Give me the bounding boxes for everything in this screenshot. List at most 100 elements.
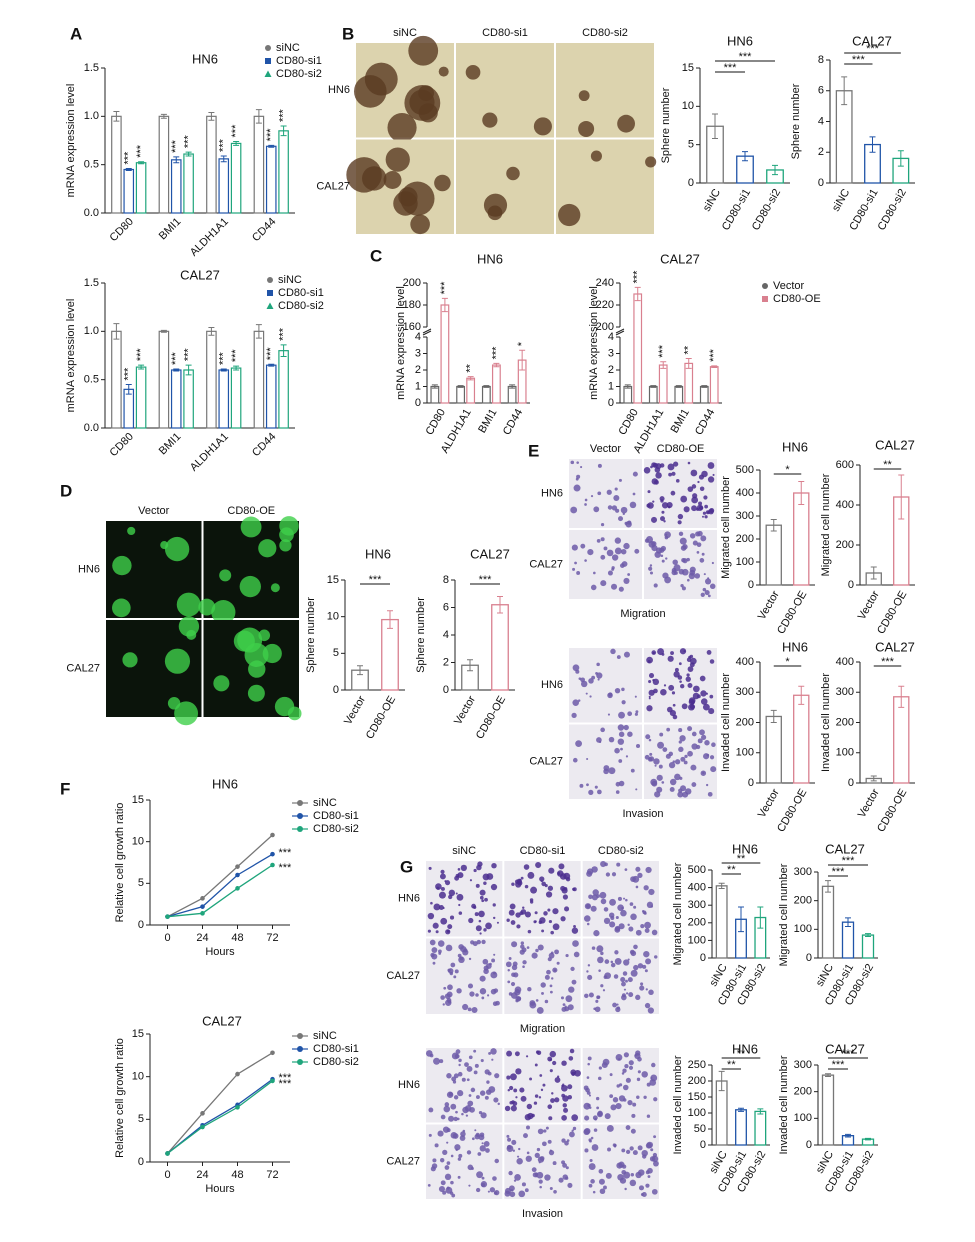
cell-blob: [707, 594, 711, 598]
error-bar: [742, 151, 748, 162]
cell-blob: [512, 1101, 518, 1106]
cell-blob: [449, 915, 455, 920]
cell-blob: [531, 952, 538, 959]
x-tick-label: 24: [196, 932, 208, 944]
cell-blob: [458, 1063, 461, 1067]
cell-blob: [597, 956, 604, 964]
y-tick-label: 1.0: [84, 325, 99, 337]
cell-blob: [435, 883, 442, 890]
cell-blob: [607, 505, 613, 510]
y-tick-label: 180: [403, 299, 421, 311]
cell-blob: [262, 643, 282, 664]
cell-blob: [481, 1183, 486, 1188]
y-tick-label: 300: [836, 686, 854, 698]
cell-blob: [524, 1188, 529, 1193]
cell-blob: [647, 757, 653, 762]
cell-blob: [650, 778, 658, 786]
cell-blob: [675, 479, 680, 483]
cell-blob: [678, 531, 684, 537]
cell-blob: [698, 505, 704, 511]
bar: [183, 369, 194, 429]
cell-blob: [510, 1189, 514, 1192]
cell-blob: [509, 903, 516, 910]
cell-blob: [711, 742, 716, 747]
y-tick-label: 240: [596, 277, 614, 289]
cell-blob: [572, 757, 578, 763]
x-tick-label: CD80-si2: [876, 187, 909, 233]
cell-blob: [515, 912, 521, 918]
cell-blob: [590, 495, 594, 498]
cell-blob: [584, 1127, 591, 1135]
cell-blob: [560, 885, 566, 892]
y-tick-label: 50: [694, 1123, 706, 1135]
cell-blob: [625, 521, 632, 528]
cell-blob: [636, 1095, 640, 1099]
cell-blob: [467, 1007, 472, 1012]
cell-blob: [667, 505, 671, 509]
y-axis-label: Invaded cell number: [720, 673, 732, 772]
bar: [861, 934, 875, 959]
cell-blob: [544, 999, 549, 1004]
cell-blob: [625, 898, 628, 902]
cell-blob: [618, 731, 625, 738]
cell-blob: [491, 862, 497, 869]
cell-blob: [507, 1137, 511, 1142]
error-bar: [483, 385, 490, 388]
chart-title: HN6: [732, 1041, 758, 1056]
significance: ***: [230, 349, 242, 363]
cell-blob: [683, 506, 690, 513]
y-axis-label: Migrated cell number: [720, 476, 732, 579]
cell-blob: [440, 1114, 446, 1120]
error-bar: [711, 365, 718, 369]
cell-blob: [672, 703, 676, 707]
cell-blob: [591, 946, 596, 950]
cell-blob: [586, 868, 594, 875]
cell-blob: [632, 1102, 637, 1107]
cell-blob: [508, 1170, 513, 1176]
cell-blob: [588, 894, 593, 900]
cell-blob: [619, 1083, 623, 1087]
cell-blob: [584, 915, 591, 922]
cell-blob: [635, 994, 641, 1000]
y-axis-label: Migrated cell number: [672, 862, 684, 965]
cell-blob: [623, 651, 630, 658]
cell-blob: [519, 1087, 525, 1093]
cell-blob: [551, 1092, 554, 1095]
cell-blob: [680, 756, 686, 762]
cell-blob: [586, 922, 590, 926]
error-bar: [220, 368, 227, 372]
cell-blob: [481, 939, 486, 945]
series-line: [167, 834, 273, 918]
cell-blob: [455, 1049, 461, 1054]
cell-blob: [572, 1126, 577, 1131]
cell-blob: [647, 1007, 654, 1014]
cell-blob: [654, 479, 659, 485]
cell-blob: [586, 1076, 590, 1079]
cell-blob: [633, 905, 637, 909]
cell-blob: [450, 962, 456, 968]
cell-blob: [497, 1102, 500, 1106]
y-tick-label: 1.5: [84, 62, 99, 74]
cell-blob: [621, 906, 624, 910]
significance: ***: [881, 656, 895, 668]
cell-blob: [442, 1190, 447, 1195]
cell-blob: [707, 577, 710, 580]
error-bar: [870, 775, 877, 782]
cell-blob: [624, 1063, 629, 1069]
cell-blob: [616, 655, 621, 659]
cell-blob: [687, 683, 693, 688]
cell-blob: [587, 1103, 591, 1108]
cell-blob: [508, 909, 515, 916]
cell-blob: [625, 755, 629, 758]
cell-blob: [687, 750, 693, 757]
cell-blob: [604, 972, 612, 980]
error-bar: [845, 917, 851, 927]
cell-blob: [481, 1176, 485, 1180]
cell-blob: [509, 1191, 516, 1198]
cell-blob: [447, 968, 451, 972]
cell-blob: [479, 889, 486, 896]
cell-blob: [584, 1148, 589, 1153]
x-tick-label: siNC: [701, 187, 723, 214]
significance: ***: [279, 1072, 293, 1084]
y-axis-label: mRNA expression level: [65, 299, 77, 413]
